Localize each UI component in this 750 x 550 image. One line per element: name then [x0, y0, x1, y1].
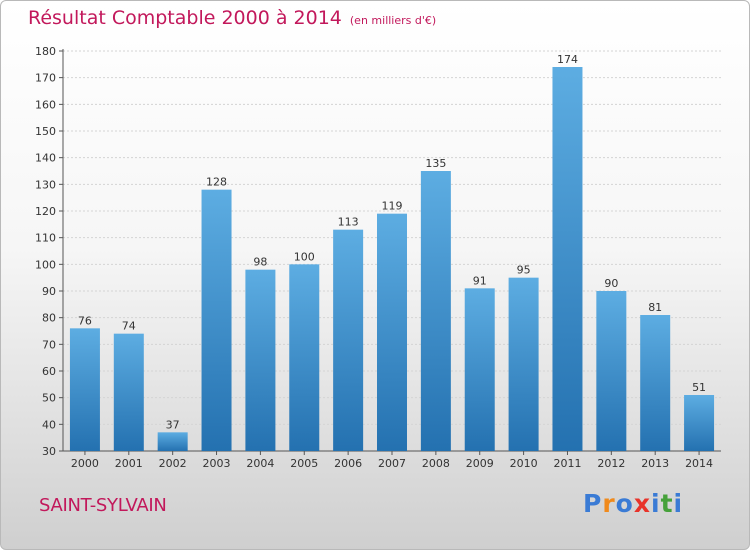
- data-label: 119: [382, 200, 403, 213]
- data-label: 91: [473, 274, 487, 287]
- y-tick-label: 150: [35, 125, 56, 138]
- logo-letter: x: [633, 489, 651, 518]
- y-tick-label: 140: [35, 152, 56, 165]
- axes: 30 40 50 60 70 80 90 100 110 120 130 140 150 160 170 18…: [35, 45, 721, 470]
- y-tick-label: 100: [35, 258, 56, 271]
- x-tick-label: 2008: [422, 457, 450, 470]
- y-tick-label: 90: [42, 285, 56, 298]
- logo-letter: t: [660, 489, 674, 518]
- commune-name: SAINT-SYLVAIN: [39, 495, 167, 516]
- x-tick-label: 2000: [71, 457, 99, 470]
- data-label: 95: [517, 264, 531, 277]
- data-label: 135: [425, 157, 446, 170]
- chart-title: Résultat Comptable 2000 à 2014 (en millie…: [28, 7, 436, 29]
- y-tick-label: 110: [35, 232, 56, 245]
- y-tick-label: 130: [35, 178, 56, 191]
- bars: [69, 67, 715, 451]
- logo-letter: o: [615, 489, 634, 518]
- x-tick-label: 2003: [203, 457, 231, 470]
- bar: [377, 213, 407, 451]
- bar: [596, 291, 627, 451]
- data-label: 174: [557, 53, 578, 66]
- chart-title-main: Résultat Comptable 2000 à 2014: [28, 7, 342, 29]
- y-tick-label: 160: [35, 98, 56, 111]
- y-tick-label: 170: [35, 72, 56, 85]
- x-tick-label: 2001: [115, 457, 143, 470]
- bar: [464, 288, 495, 451]
- bar: [113, 333, 144, 451]
- y-tick-label: 180: [35, 45, 56, 58]
- x-tick-label: 2014: [685, 457, 713, 470]
- data-label: 37: [166, 418, 180, 431]
- logo-letter: i: [673, 489, 684, 518]
- bar: [552, 67, 583, 451]
- x-tick-label: 2002: [159, 457, 187, 470]
- logo-letter: P: [583, 489, 603, 518]
- data-label: 128: [206, 176, 227, 189]
- bar: [640, 315, 671, 451]
- data-label: 100: [294, 250, 315, 263]
- x-tick-label: 2010: [510, 457, 538, 470]
- y-tick-label: 50: [42, 392, 56, 405]
- x-tick-label: 2004: [246, 457, 274, 470]
- x-tick-label: 2009: [466, 457, 494, 470]
- logo-letter: r: [602, 489, 616, 518]
- bar: [157, 432, 188, 451]
- data-label: 90: [604, 277, 618, 290]
- data-label: 98: [253, 256, 267, 269]
- x-tick-label: 2012: [597, 457, 625, 470]
- y-tick-label: 120: [35, 205, 56, 218]
- y-tick-label: 70: [42, 338, 56, 351]
- data-label: 81: [648, 301, 662, 314]
- x-tick-label: 2011: [553, 457, 581, 470]
- x-tick-label: 2013: [641, 457, 669, 470]
- bar: [289, 264, 320, 451]
- data-label: 113: [338, 216, 359, 229]
- y-tick-label: 30: [42, 445, 56, 458]
- y-tick-label: 80: [42, 312, 56, 325]
- x-tick-label: 2006: [334, 457, 362, 470]
- data-label: 74: [122, 320, 136, 333]
- proxiti-logo: Proxiti: [583, 489, 683, 518]
- bar: [69, 328, 100, 451]
- bar: [201, 189, 232, 451]
- y-tick-label: 60: [42, 365, 56, 378]
- y-tick-label: 40: [42, 418, 56, 431]
- bar: [333, 229, 364, 451]
- bar: [420, 171, 451, 451]
- logo-letter: i: [651, 489, 661, 518]
- x-tick-label: 2005: [290, 457, 318, 470]
- x-tick-label: 2007: [378, 457, 406, 470]
- bar: [245, 269, 276, 451]
- bar: [684, 395, 715, 451]
- chart-title-unit: (en milliers d'€): [349, 14, 437, 27]
- data-label: 51: [692, 381, 706, 394]
- value-labels: 76 74 37 128 98 100 113 119 135 91 95 174 90 81 51: [78, 53, 706, 431]
- data-label: 76: [78, 314, 92, 327]
- bar: [508, 277, 539, 451]
